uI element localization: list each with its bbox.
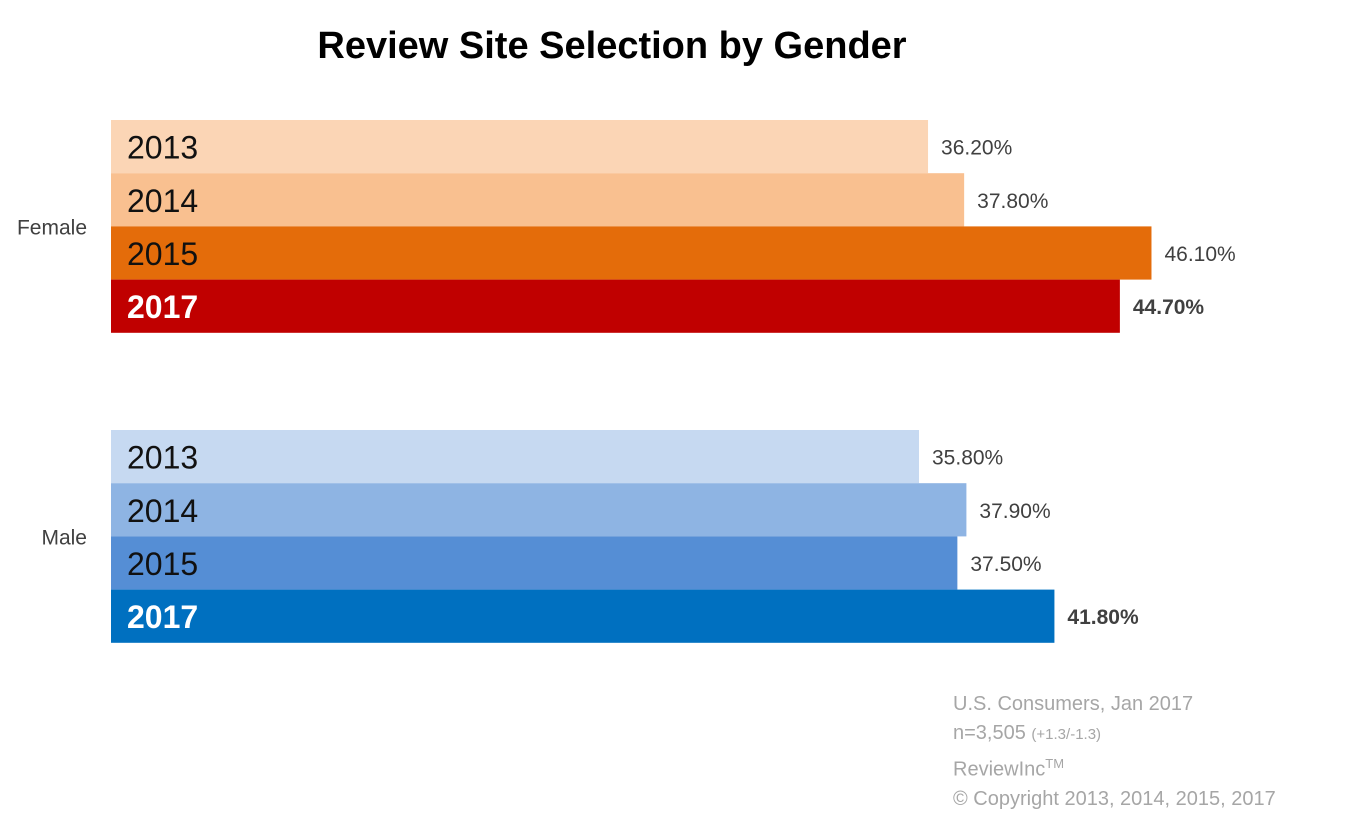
bar-female-2013	[111, 120, 929, 174]
value-label-male-2013: 35.80%	[932, 447, 1003, 470]
bar-female-2017	[111, 279, 1120, 333]
value-label-male-2017: 41.80%	[1067, 606, 1139, 629]
year-label-female-2017: 2017	[127, 289, 198, 325]
brand-line: ReviewIncTM	[953, 749, 1276, 785]
value-label-female-2017: 44.70%	[1133, 296, 1205, 319]
year-label-male-2017: 2017	[127, 599, 198, 635]
group-label-female: Female	[17, 216, 87, 239]
chart-title: Review Site Selection by Gender	[317, 25, 906, 67]
year-label-female-2015: 2015	[127, 236, 198, 272]
value-label-male-2015: 37.50%	[970, 553, 1041, 576]
brand-name: ReviewInc	[953, 758, 1046, 781]
bar-female-2015	[111, 226, 1152, 280]
bars-layer: Female 2013 36.20% 2014 37.80% 2015 46.10% 2017…	[17, 120, 1236, 643]
sample-size: n=3,505	[953, 722, 1026, 744]
bar-female-2014	[111, 173, 965, 227]
bar-male-2017	[111, 589, 1055, 643]
source-note: U.S. Consumers, Jan 2017 n=3,505 (+1.3/-…	[953, 690, 1276, 814]
value-label-female-2015: 46.10%	[1164, 243, 1235, 266]
year-label-female-2013: 2013	[127, 130, 198, 166]
group-label-male: Male	[41, 526, 87, 549]
value-label-female-2014: 37.80%	[977, 190, 1048, 213]
bar-male-2014	[111, 483, 967, 537]
sample-line: n=3,505 (+1.3/-1.3)	[953, 719, 1276, 749]
bar-male-2013	[111, 430, 920, 484]
source-line: U.S. Consumers, Jan 2017	[953, 693, 1194, 715]
bar-male-2015	[111, 536, 958, 590]
trademark-mark: TM	[1045, 756, 1065, 771]
year-label-male-2013: 2013	[127, 440, 198, 476]
value-label-male-2014: 37.90%	[979, 500, 1050, 523]
year-label-male-2014: 2014	[127, 493, 198, 529]
margin-of-error: (+1.3/-1.3)	[1031, 726, 1102, 743]
value-label-female-2013: 36.20%	[941, 137, 1012, 160]
year-label-male-2015: 2015	[127, 546, 198, 582]
year-label-female-2014: 2014	[127, 183, 198, 219]
copyright-line: © Copyright 2013, 2014, 2015, 2017	[953, 787, 1276, 810]
